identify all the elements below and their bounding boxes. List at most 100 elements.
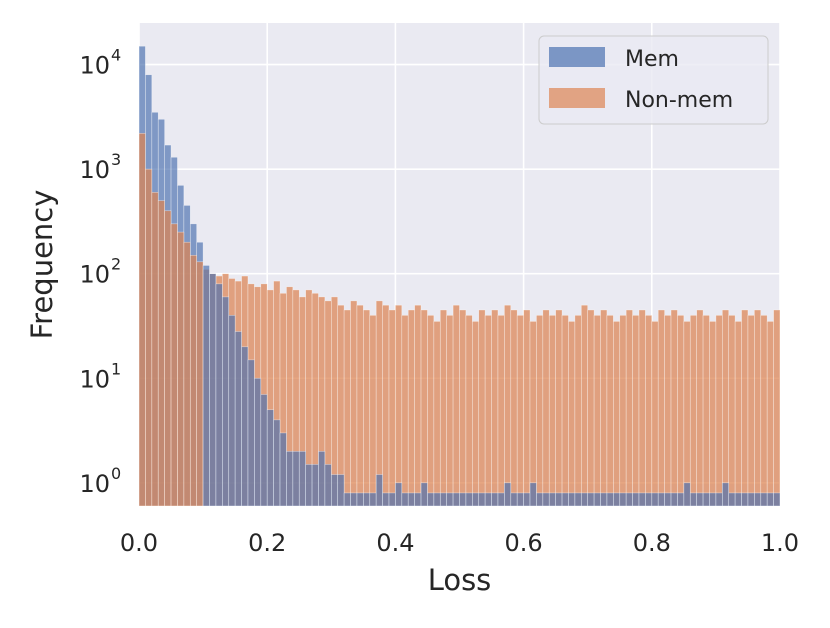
bar-mem [709, 492, 717, 507]
bar-non-mem [606, 315, 614, 507]
bar-mem [292, 451, 300, 507]
bar-non-mem [350, 300, 358, 507]
bar-non-mem [177, 231, 185, 507]
bar-non-mem [151, 192, 159, 507]
y-tick-label: 10 [79, 261, 110, 289]
y-tick-exponent: 1 [111, 359, 121, 378]
bar-mem [343, 492, 351, 507]
bar-non-mem [722, 309, 730, 507]
bar-mem [472, 492, 480, 507]
bar-mem [228, 315, 236, 507]
bar-mem [254, 377, 262, 507]
bar-non-mem [529, 321, 537, 507]
bar-mem [657, 492, 665, 507]
bar-non-mem [388, 309, 396, 507]
bar-mem [382, 492, 390, 507]
bar-mem [773, 492, 781, 507]
bar-mem [504, 482, 512, 507]
bar-non-mem [734, 321, 742, 507]
y-tick-exponent: 2 [111, 255, 121, 274]
bar-mem [202, 265, 210, 507]
y-tick-label: 10 [79, 365, 110, 393]
legend-label-non-mem: Non-mem [625, 88, 733, 113]
bar-non-mem [170, 223, 178, 507]
bar-non-mem [497, 315, 505, 507]
bar-mem [305, 464, 313, 507]
bar-mem [587, 492, 595, 507]
bar-non-mem [555, 309, 563, 507]
bar-mem [369, 492, 377, 507]
bar-non-mem [747, 315, 755, 507]
bar-mem [510, 492, 518, 507]
bar-non-mem [459, 309, 467, 507]
bar-mem [645, 492, 653, 507]
bar-non-mem [613, 321, 621, 507]
bar-mem [715, 492, 723, 507]
bar-mem [241, 346, 249, 507]
bar-mem [651, 492, 659, 507]
y-tick-label: 10 [79, 470, 110, 498]
bar-mem [209, 273, 217, 507]
bar-mem [516, 492, 524, 507]
bar-non-mem [728, 315, 736, 507]
bar-mem [439, 492, 447, 507]
bar-non-mem [754, 309, 762, 507]
bar-non-mem [574, 315, 582, 507]
y-tick-exponent: 3 [111, 150, 121, 169]
bar-mem [548, 492, 556, 507]
bar-non-mem [702, 315, 710, 507]
bar-mem [407, 492, 415, 507]
bar-mem [311, 464, 319, 507]
bar-non-mem [484, 315, 492, 507]
bar-mem [523, 492, 531, 507]
bar-non-mem [504, 304, 512, 507]
bar-non-mem [625, 309, 633, 507]
bar-non-mem [382, 304, 390, 507]
bar-mem [446, 492, 454, 507]
bar-non-mem [766, 321, 774, 507]
bar-mem [529, 482, 537, 507]
bar-mem [497, 492, 505, 507]
bar-mem [580, 492, 588, 507]
bar-non-mem [677, 315, 685, 507]
bar-mem [722, 482, 730, 507]
bar-mem [555, 492, 563, 507]
bar-non-mem [516, 315, 524, 507]
bar-mem [427, 492, 435, 507]
bar-non-mem [741, 309, 749, 507]
bar-mem [363, 492, 371, 507]
bar-mem [619, 492, 627, 507]
bar-non-mem [548, 315, 556, 507]
bar-mem [754, 492, 762, 507]
bar-mem [734, 492, 742, 507]
bar-mem [677, 492, 685, 507]
bar-non-mem [670, 309, 678, 507]
bar-non-mem [593, 315, 601, 507]
x-tick-label: 0.4 [376, 529, 414, 557]
bar-mem [234, 331, 242, 507]
y-axis-label: Frequency [25, 190, 59, 340]
bar-mem [395, 482, 403, 507]
bar-non-mem [491, 309, 499, 507]
bar-mem [638, 492, 646, 507]
bar-mem [318, 451, 326, 507]
legend-swatch-non-mem [549, 88, 605, 108]
bar-mem [247, 359, 255, 507]
bar-mem [760, 492, 768, 507]
bar-non-mem [420, 309, 428, 507]
histogram-bars [138, 45, 781, 507]
bar-non-mem [696, 309, 704, 507]
bar-non-mem [446, 315, 454, 507]
bar-non-mem [715, 315, 723, 507]
bar-non-mem [760, 315, 768, 507]
bar-non-mem [183, 241, 191, 507]
bar-mem [350, 492, 358, 507]
bar-mem [420, 482, 428, 507]
x-axis-label: Loss [428, 563, 492, 597]
bar-mem [561, 492, 569, 507]
bar-non-mem [356, 304, 364, 507]
bar-non-mem [664, 315, 672, 507]
